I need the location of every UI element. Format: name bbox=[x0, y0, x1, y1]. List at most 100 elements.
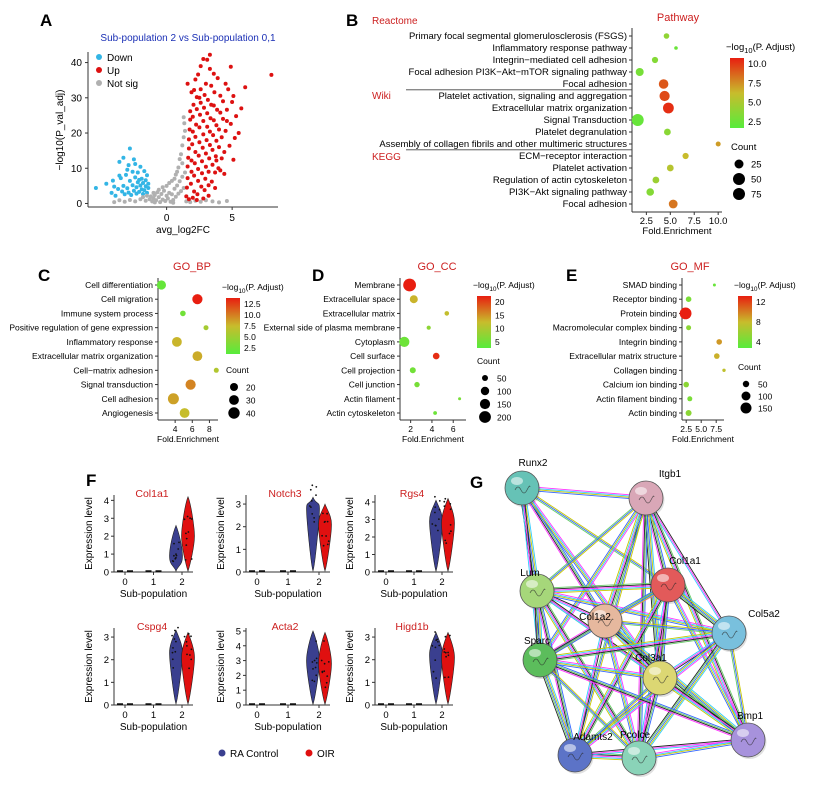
volcano-point-not-sig bbox=[143, 198, 148, 203]
volcano-point-down bbox=[146, 186, 151, 190]
volcano-point-not-sig bbox=[179, 152, 183, 157]
network-edge bbox=[524, 487, 541, 591]
pathway-dot bbox=[668, 199, 678, 209]
network-node-lum[interactable] bbox=[519, 573, 555, 609]
network-edge bbox=[645, 497, 730, 634]
go-mf-dot bbox=[683, 381, 689, 388]
network-node-col5a2[interactable] bbox=[711, 615, 747, 651]
network-node-itgb1[interactable] bbox=[628, 480, 664, 516]
violin-cell-dot bbox=[444, 676, 446, 679]
volcano-point-up bbox=[184, 185, 189, 190]
pathway-x-tick-label: 7.5 bbox=[688, 216, 701, 227]
network-edge bbox=[537, 588, 730, 632]
go-mf-size-legend-title: Count bbox=[738, 362, 761, 372]
network-edge bbox=[540, 658, 661, 678]
pathway-size-legend-dot bbox=[733, 173, 745, 185]
volcano-point-up bbox=[201, 119, 206, 123]
volcano-point-down bbox=[121, 155, 126, 160]
violin-y-label: Expression level bbox=[84, 630, 95, 703]
violin-cell-dot bbox=[187, 531, 190, 533]
violin-cell-dot bbox=[312, 668, 314, 670]
violin-cell-dot bbox=[320, 659, 323, 662]
violin-y-tick-label: 0 bbox=[365, 568, 370, 579]
violin-x-tick-label: 2 bbox=[316, 577, 321, 588]
volcano-point-up bbox=[208, 116, 213, 121]
network-edge bbox=[636, 631, 728, 757]
volcano-point-not-sig bbox=[176, 191, 181, 196]
network-node-highlight bbox=[511, 477, 523, 485]
volcano-point-up bbox=[231, 157, 236, 162]
pathway-term-label: Focal adhesion bbox=[563, 79, 627, 90]
violin-cell-dot bbox=[189, 654, 191, 656]
network-edge bbox=[602, 497, 644, 621]
go-mf-term-label: Actin filament binding bbox=[596, 394, 677, 404]
volcano-point-up bbox=[207, 129, 212, 134]
network-node-col3a1[interactable] bbox=[642, 660, 678, 696]
network-edge bbox=[574, 677, 661, 756]
violin-cell-dot bbox=[177, 548, 180, 550]
pathway-dot bbox=[659, 90, 670, 102]
volcano-point-not-sig bbox=[173, 194, 178, 199]
go-bp-dot bbox=[172, 337, 182, 347]
volcano-point-up bbox=[226, 87, 231, 92]
violin-y-tick-label: 1 bbox=[104, 550, 109, 561]
volcano-point-not-sig bbox=[177, 157, 182, 162]
go-bp-colorbar-tick-label: 10.0 bbox=[244, 310, 261, 320]
volcano-point-not-sig bbox=[156, 195, 161, 200]
violin-cell-dot bbox=[434, 631, 436, 633]
go-bp-dot bbox=[203, 325, 209, 331]
volcano-point-up bbox=[215, 107, 220, 112]
volcano-point-not-sig bbox=[183, 128, 187, 133]
volcano-point-not-sig bbox=[175, 183, 180, 188]
violin-x-tick-label: 1 bbox=[285, 710, 290, 721]
violin-cell-dot bbox=[436, 638, 439, 641]
pathway-term-label: Platelet activation bbox=[553, 163, 627, 174]
go-mf-size-legend-label: 50 bbox=[758, 380, 768, 390]
volcano-point-up bbox=[193, 150, 198, 154]
network-node-structure-icon bbox=[652, 675, 669, 684]
network-edge bbox=[536, 583, 668, 591]
panel-letter-a: A bbox=[40, 11, 52, 30]
volcano-point-not-sig bbox=[171, 198, 176, 202]
network-node-col1a1[interactable] bbox=[650, 567, 686, 603]
volcano-point-down bbox=[125, 186, 130, 191]
volcano-point-not-sig bbox=[179, 189, 183, 194]
violin-y-tick-label: 1 bbox=[365, 678, 370, 689]
violin-y-tick-label: 1 bbox=[365, 550, 370, 561]
network-node-pcolce[interactable] bbox=[621, 740, 657, 776]
violin-cell-dot bbox=[434, 646, 437, 649]
violin-oir bbox=[318, 503, 332, 572]
volcano-point-up bbox=[201, 196, 206, 201]
volcano-point-up bbox=[187, 127, 192, 132]
network-edge bbox=[537, 498, 648, 593]
pathway-dot bbox=[646, 188, 654, 196]
volcano-point-down bbox=[130, 183, 135, 188]
violin-cell-dot bbox=[443, 505, 446, 508]
go-bp-colorbar-tick-label: 12.5 bbox=[244, 299, 261, 309]
volcano-point-up bbox=[210, 162, 215, 167]
network-node-structure-icon bbox=[597, 618, 614, 627]
volcano-point-up bbox=[224, 107, 229, 112]
network-node-adamts2[interactable] bbox=[557, 737, 593, 773]
go-cc-colorbar-tick-label: 15 bbox=[495, 310, 505, 320]
network-node-sparc[interactable] bbox=[522, 642, 558, 678]
network-edge bbox=[668, 584, 749, 740]
violin-cell-dot bbox=[448, 532, 451, 535]
network-edge bbox=[727, 633, 748, 741]
violin-cell-dot bbox=[183, 518, 186, 521]
go-cc-term-label: Cell surface bbox=[350, 351, 395, 361]
network-edge bbox=[638, 737, 748, 757]
violin-y-label: Expression level bbox=[216, 497, 227, 570]
volcano-point-up bbox=[198, 112, 202, 117]
network-node-runx2[interactable] bbox=[504, 470, 540, 506]
network-node-bmp1[interactable] bbox=[730, 722, 766, 758]
violin-cell-dot bbox=[322, 544, 325, 547]
volcano-point-not-sig bbox=[180, 143, 185, 148]
go-cc-dot bbox=[426, 325, 431, 330]
go-bp-dot bbox=[179, 408, 190, 418]
violin-cell-dot bbox=[313, 659, 316, 662]
violin-cell-dot bbox=[186, 653, 188, 656]
volcano-point-up bbox=[193, 134, 198, 139]
volcano-y-tick-label: 40 bbox=[71, 58, 83, 69]
pathway-size-legend-title: Count bbox=[731, 142, 757, 153]
